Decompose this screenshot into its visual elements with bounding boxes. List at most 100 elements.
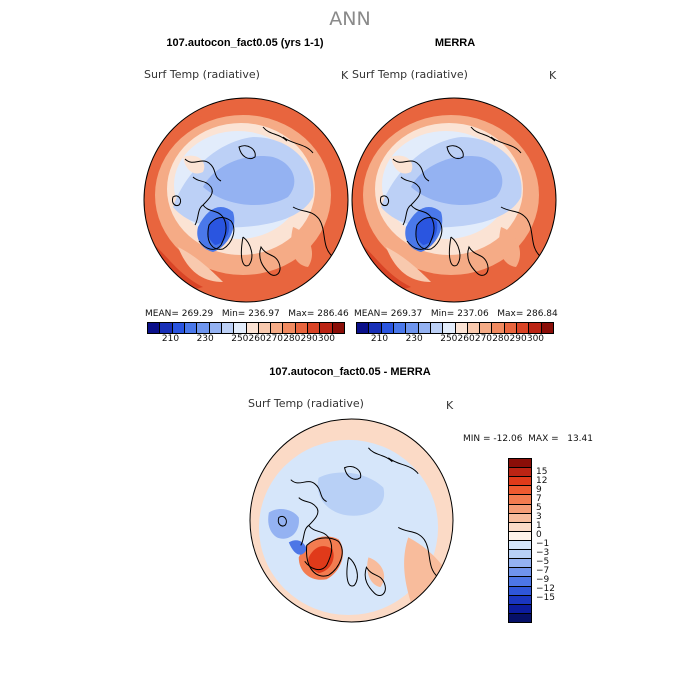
panel3-colorbar-swatch (509, 595, 531, 605)
panel2-colorbar-swatch (406, 323, 419, 333)
panel3-colorbar-tick-label: −3 (536, 548, 550, 559)
panel3-units-label: K (446, 399, 454, 412)
panel1-colorbar-swatch (221, 323, 235, 333)
panel2-colorbar-tick-label: 270 (474, 334, 493, 344)
panel3-stats: MIN = -12.06 MAX = 13.41 (463, 434, 593, 444)
panel2-colorbar-tick-label: 280 (492, 334, 510, 344)
panel3-colorbar-tick-label: −7 (536, 566, 550, 577)
panel3-difference-map (249, 418, 454, 623)
panel2-variable-label: Surf Temp (radiative) (352, 68, 468, 81)
panel2-colorbar-tick-label: 250 (440, 334, 458, 344)
panel3-colorbar-swatch (509, 577, 531, 587)
panel2-title: MERRA (434, 37, 476, 49)
panel3-colorbar-swatch (509, 559, 531, 569)
panel3-colorbar-swatch (509, 486, 531, 496)
panel2-colorbar-tick-label: 290 (509, 334, 527, 344)
panel1-colorbar-swatch (295, 323, 309, 333)
panel2-colorbar-swatch (529, 323, 542, 333)
panel3-colorbar-tick-label: −12 (536, 584, 555, 595)
panel1-colorbar-tick-label: 290 (300, 334, 318, 344)
panel1-colorbar-swatch (172, 323, 185, 333)
panel1-title: 107.autocon_fact0.05 (yrs 1-1) (166, 37, 324, 49)
panel2-colorbar-tick-label: 260 (457, 334, 475, 344)
panel3-colorbar (508, 458, 532, 623)
panel2-colorbar-swatch (480, 323, 493, 333)
panel1-colorbar-swatch (320, 323, 333, 333)
panel2-colorbar-swatch (504, 323, 518, 333)
panel3-colorbar-swatch (509, 477, 531, 487)
panel3-colorbar-tick-label: 15 (536, 466, 548, 477)
panel1-colorbar-tick-label: 260 (248, 334, 266, 344)
panel3-colorbar-tick-label: 9 (536, 484, 542, 495)
panel3-colorbar-swatch (509, 550, 531, 560)
panel2-colorbar-swatch (357, 323, 370, 333)
panel3-colorbar-swatch (509, 504, 531, 514)
panel2-colorbar-swatch (541, 323, 553, 333)
panel1-colorbar-swatch (209, 323, 222, 333)
panel3-colorbar-swatch (509, 604, 531, 614)
panel3-colorbar-tick-label: 3 (536, 511, 542, 522)
panel3-colorbar-swatch (509, 522, 531, 532)
panel2-colorbar: 210 230 250 260 270 280 290 300 (356, 322, 554, 346)
panel1-colorbar-swatch (332, 323, 344, 333)
panel2-colorbar-swatch (418, 323, 431, 333)
panel3-colorbar-swatch (509, 586, 531, 596)
panel2-colorbar-swatch (467, 323, 481, 333)
panel3-colorbar-tick-label: 0 (536, 529, 542, 540)
panel3-colorbar-tick-label: −15 (536, 593, 555, 604)
panel2-colorbar-swatch (393, 323, 407, 333)
panel3-colorbar-tick-label: −5 (536, 557, 550, 568)
panel1-polar-map (143, 97, 349, 303)
panel2-polar-map (351, 97, 557, 303)
panel1-colorbar-swatch (308, 323, 321, 333)
panel3-colorbar-swatch (509, 568, 531, 578)
panel1-variable-label: Surf Temp (radiative) (144, 68, 260, 81)
panel1-colorbar-tick-label: 280 (283, 334, 301, 344)
panel2-colorbar-tick-label: 210 (370, 334, 389, 344)
panel1-colorbar-tick-label: 210 (161, 334, 180, 344)
panel3-variable-label: Surf Temp (radiative) (248, 397, 364, 410)
panel3-colorbar-swatch (509, 468, 531, 478)
panel1-colorbar-tick-label: 300 (317, 334, 336, 344)
panel3-colorbar-tick-label: 7 (536, 493, 542, 504)
panel1-units-label: K (341, 69, 349, 82)
panel1-colorbar-tick-label: 270 (265, 334, 284, 344)
panel1-colorbar-swatch (184, 323, 198, 333)
panel1-colorbar-tick-label: 250 (231, 334, 249, 344)
panel1-colorbar-swatch (271, 323, 284, 333)
panel1-colorbar-swatch (283, 323, 296, 333)
panel2-units-label: K (549, 69, 557, 82)
panel2-colorbar-swatch (443, 323, 456, 333)
panel3-colorbar-swatch (509, 540, 531, 551)
panel2-colorbar-swatch (492, 323, 505, 333)
panel3-colorbar-tick-label: −1 (536, 539, 550, 550)
panel1-colorbar: 210 230 250 260 270 280 290 300 (147, 322, 345, 346)
panel3-colorbar-tick-label: 12 (536, 475, 548, 486)
panel2-colorbar-swatch (517, 323, 530, 333)
panel3-colorbar-ticks: 15 12 9 7 5 3 1 0 −1 −3 −5 −7 −9 −12 −15 (536, 458, 576, 621)
panel1-colorbar-swatch (160, 323, 173, 333)
panel3-colorbar-tick-label: 5 (536, 502, 542, 513)
panel3-colorbar-swatch (509, 613, 531, 622)
panel1-colorbar-swatch (197, 323, 210, 333)
panel1-colorbar-swatch (234, 323, 247, 333)
panel3-colorbar-swatch (509, 531, 531, 541)
panel1-colorbar-swatch (246, 323, 259, 333)
panel3-colorbar-swatch (509, 459, 531, 469)
panel2-colorbar-swatch (369, 323, 382, 333)
panel2-stats: MEAN= 269.37 Min= 237.06 Max= 286.84 (354, 309, 558, 319)
panel2-colorbar-tick-label: 300 (526, 334, 545, 344)
panel1-colorbar-swatch (148, 323, 161, 333)
panel3-colorbar-tick-label: 1 (536, 520, 542, 531)
panel3-colorbar-swatch (509, 513, 531, 523)
panel3-colorbar-tick-label: −9 (536, 575, 550, 586)
panel1-colorbar-swatch (258, 323, 272, 333)
panel2-colorbar-tick-label: 230 (405, 334, 423, 344)
panel2-colorbar-swatch (381, 323, 394, 333)
panel3-title: 107.autocon_fact0.05 - MERRA (269, 366, 431, 378)
panel1-colorbar-tick-label: 230 (196, 334, 214, 344)
figure-title: ANN (329, 8, 371, 30)
panel1-stats: MEAN= 269.29 Min= 236.97 Max= 286.46 (145, 309, 349, 319)
panel2-colorbar-swatch (455, 323, 468, 333)
panel2-colorbar-swatch (430, 323, 444, 333)
